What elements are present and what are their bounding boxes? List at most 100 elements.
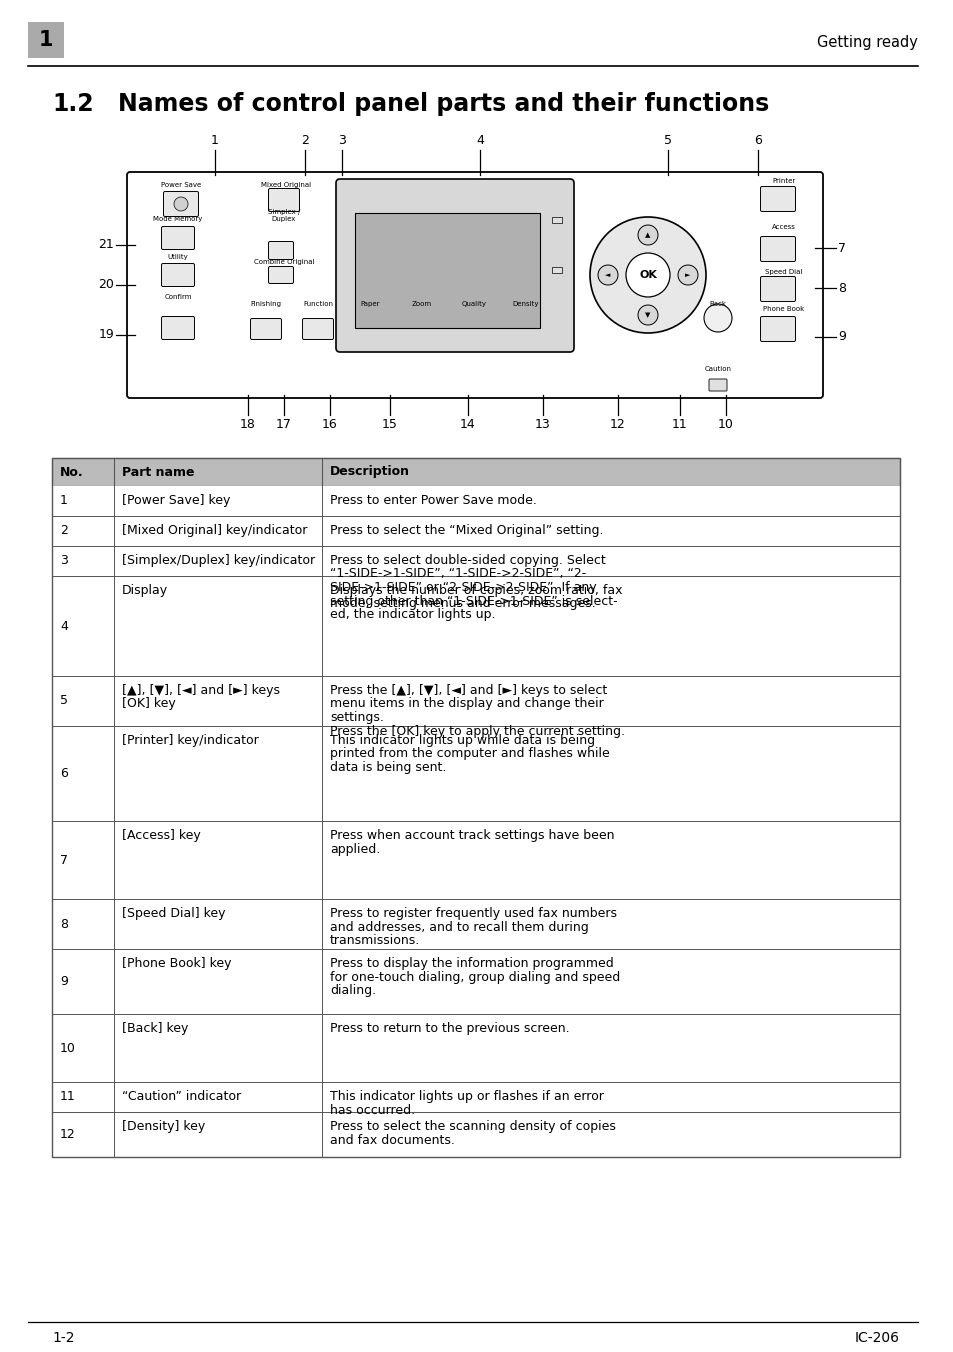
Bar: [52, 821, 899, 899]
Text: 10: 10: [718, 419, 733, 431]
Text: 1: 1: [60, 495, 68, 507]
Text: OK: OK: [639, 270, 657, 280]
Text: setting other than “1-SIDE->1-SIDE” is select-: setting other than “1-SIDE->1-SIDE” is s…: [330, 595, 617, 607]
Text: 5: 5: [663, 134, 671, 146]
Text: Utility: Utility: [168, 254, 188, 260]
FancyBboxPatch shape: [268, 266, 294, 284]
FancyBboxPatch shape: [302, 319, 334, 339]
Text: Press the [▲], [▼], [◄] and [►] keys to select: Press the [▲], [▼], [◄] and [►] keys to …: [330, 684, 607, 698]
Text: Phone Book: Phone Book: [762, 306, 803, 312]
Text: ed, the indicator lights up.: ed, the indicator lights up.: [330, 608, 495, 621]
Text: Press to return to the previous screen.: Press to return to the previous screen.: [330, 1022, 569, 1036]
Text: 2: 2: [60, 525, 68, 538]
Circle shape: [703, 304, 731, 333]
Text: ◄: ◄: [604, 272, 610, 279]
Text: data is being sent.: data is being sent.: [330, 761, 446, 773]
Text: Press to select double-sided copying. Select: Press to select double-sided copying. Se…: [330, 554, 605, 566]
Text: [Speed Dial] key: [Speed Dial] key: [122, 907, 225, 919]
FancyBboxPatch shape: [251, 319, 281, 339]
FancyBboxPatch shape: [510, 319, 541, 339]
FancyBboxPatch shape: [335, 178, 574, 352]
Text: 1.2: 1.2: [52, 92, 93, 116]
Text: Press when account track settings have been: Press when account track settings have b…: [330, 829, 614, 842]
FancyBboxPatch shape: [127, 172, 822, 397]
Text: SIDE->1-SIDE” or “2-SIDE->2-SIDE”. If any: SIDE->1-SIDE” or “2-SIDE->2-SIDE”. If an…: [330, 581, 596, 594]
FancyBboxPatch shape: [355, 319, 385, 339]
Text: Press the [OK] key to apply the current setting.: Press the [OK] key to apply the current …: [330, 725, 624, 737]
Text: 3: 3: [60, 554, 68, 568]
FancyBboxPatch shape: [268, 188, 299, 211]
Text: Mode Memory: Mode Memory: [153, 216, 202, 222]
Bar: [552, 266, 561, 273]
Circle shape: [589, 218, 705, 333]
FancyBboxPatch shape: [760, 237, 795, 261]
Bar: [28, 22, 64, 58]
Bar: [355, 214, 539, 329]
Text: 17: 17: [275, 419, 292, 431]
Text: Press to register frequently used fax numbers: Press to register frequently used fax nu…: [330, 907, 617, 919]
Text: Zoom: Zoom: [412, 301, 432, 307]
FancyBboxPatch shape: [760, 316, 795, 342]
Text: Press to select the “Mixed Original” setting.: Press to select the “Mixed Original” set…: [330, 525, 603, 537]
Bar: [52, 458, 899, 1157]
Bar: [52, 676, 899, 726]
FancyBboxPatch shape: [161, 227, 194, 250]
Text: [Power Save] key: [Power Save] key: [122, 493, 230, 507]
Text: Printer: Printer: [772, 178, 795, 184]
FancyBboxPatch shape: [163, 192, 198, 216]
Bar: [52, 1082, 899, 1111]
Text: Getting ready: Getting ready: [817, 35, 917, 50]
Circle shape: [638, 224, 658, 245]
Text: Description: Description: [330, 465, 410, 479]
Text: 8: 8: [837, 281, 845, 295]
Bar: [52, 899, 899, 949]
Bar: [52, 576, 899, 676]
Text: Speed Dial: Speed Dial: [764, 269, 801, 274]
Text: transmissions.: transmissions.: [330, 934, 420, 946]
Text: has occurred.: has occurred.: [330, 1103, 415, 1117]
Text: 6: 6: [753, 134, 761, 146]
Circle shape: [763, 189, 769, 195]
Text: No.: No.: [60, 465, 84, 479]
Circle shape: [598, 265, 618, 285]
Text: 16: 16: [322, 419, 337, 431]
Text: and addresses, and to recall them during: and addresses, and to recall them during: [330, 921, 588, 933]
Text: [Mixed Original] key/indicator: [Mixed Original] key/indicator: [122, 525, 307, 537]
Text: 7: 7: [837, 242, 845, 254]
Text: applied.: applied.: [330, 842, 380, 856]
Bar: [52, 726, 899, 821]
Text: Finishing: Finishing: [251, 301, 281, 307]
Text: 1: 1: [39, 30, 53, 50]
Bar: [52, 1111, 899, 1157]
Text: “1-SIDE->1-SIDE”, “1-SIDE->2-SIDE”, “2-: “1-SIDE->1-SIDE”, “1-SIDE->2-SIDE”, “2-: [330, 568, 586, 580]
Text: Caution: Caution: [703, 366, 731, 372]
Text: [Access] key: [Access] key: [122, 829, 200, 842]
Text: 5: 5: [60, 695, 68, 707]
Text: 21: 21: [98, 238, 113, 251]
Text: 9: 9: [60, 975, 68, 988]
Text: [▲], [▼], [◄] and [►] keys: [▲], [▼], [◄] and [►] keys: [122, 684, 280, 698]
Text: [Phone Book] key: [Phone Book] key: [122, 957, 232, 969]
Text: 19: 19: [98, 329, 113, 342]
Text: Back: Back: [709, 301, 726, 307]
Text: [Simplex/Duplex] key/indicator: [Simplex/Duplex] key/indicator: [122, 554, 314, 566]
FancyBboxPatch shape: [760, 277, 795, 301]
Text: “Caution” indicator: “Caution” indicator: [122, 1090, 241, 1103]
Text: settings.: settings.: [330, 711, 383, 725]
Text: and fax documents.: and fax documents.: [330, 1133, 455, 1146]
Text: 14: 14: [459, 419, 476, 431]
Bar: [52, 546, 899, 576]
Text: Press to select the scanning density of copies: Press to select the scanning density of …: [330, 1119, 616, 1133]
FancyBboxPatch shape: [708, 379, 726, 391]
Text: Power Save: Power Save: [161, 183, 201, 188]
Text: This indicator lights up or flashes if an error: This indicator lights up or flashes if a…: [330, 1090, 603, 1103]
FancyBboxPatch shape: [458, 319, 489, 339]
Circle shape: [173, 197, 188, 211]
Bar: [52, 485, 899, 516]
Text: Simplex /
Duplex: Simplex / Duplex: [268, 210, 300, 222]
Circle shape: [678, 265, 698, 285]
Text: Mixed Original: Mixed Original: [261, 183, 311, 188]
Text: 10: 10: [60, 1041, 76, 1055]
Text: Density: Density: [512, 301, 538, 307]
Text: Displays the number of copies, zoom ratio, fax: Displays the number of copies, zoom rati…: [330, 584, 622, 598]
